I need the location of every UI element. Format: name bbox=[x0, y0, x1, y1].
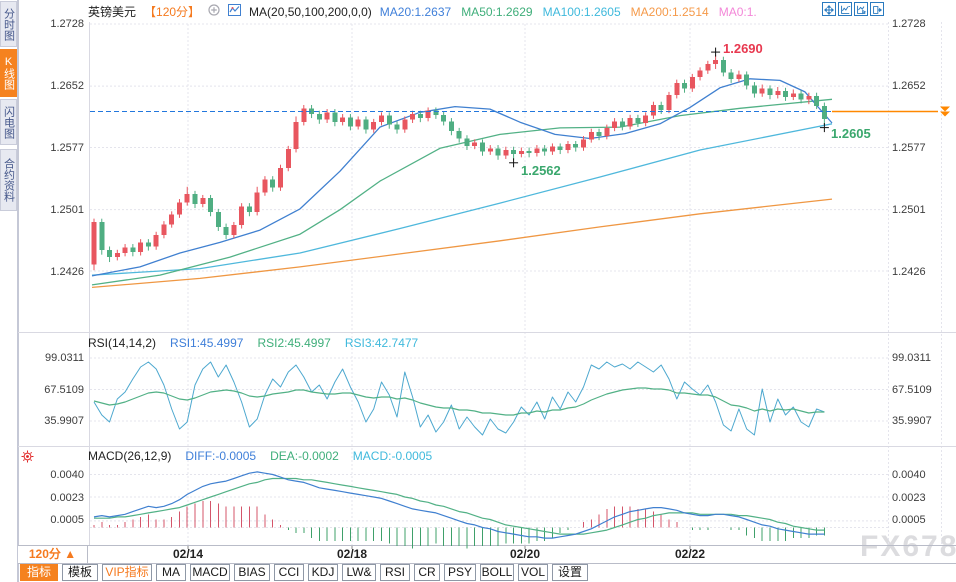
toolbar-item-[interactable]: 模板 bbox=[62, 564, 98, 581]
price-tick-right: 1.2728 bbox=[892, 18, 926, 30]
ma-indicator-icon[interactable] bbox=[228, 4, 242, 19]
chart-header: 英镑美元 【120分】 MA(20,50,100,200,0,0) MA20:1… bbox=[88, 3, 775, 20]
price-tick-left: 1.2652 bbox=[50, 80, 84, 92]
toolbar-item-macd[interactable]: MACD bbox=[190, 564, 230, 581]
macd-tick-right: 0.0040 bbox=[892, 469, 926, 481]
toolbar-item-cci[interactable]: CCI bbox=[274, 564, 304, 581]
rsi-header-item: RSI3:42.7477 bbox=[344, 336, 419, 350]
rsi-tick-right: 99.0311 bbox=[892, 352, 931, 364]
toolbar-item-psy[interactable]: PSY bbox=[444, 564, 476, 581]
axis-pan-icon[interactable] bbox=[854, 2, 868, 16]
date-tick-label: 02/22 bbox=[674, 547, 706, 561]
rsi-tick-left: 67.5109 bbox=[44, 384, 84, 396]
date-tick-label: 02/14 bbox=[172, 547, 204, 561]
ma-value-label: MA20:1.2637 bbox=[379, 4, 452, 19]
macd-tick-left: 0.0040 bbox=[50, 469, 84, 481]
macd-header-item: MACD:-0.0005 bbox=[352, 449, 433, 463]
macd-header-item: DEA:-0.0002 bbox=[270, 449, 339, 463]
indicator-toolbar: 指标 模板 VIP指标 MA MACD BIAS CCI KDJ LW& RSI CR PSY BOLL… bbox=[20, 564, 588, 581]
macd-tick-left: 0.0023 bbox=[50, 492, 84, 504]
price-tick-right: 1.2652 bbox=[892, 80, 926, 92]
ma-value-label: MA0:1. bbox=[718, 4, 757, 19]
toolbar-item-vol[interactable]: VOL bbox=[518, 564, 548, 581]
fx678-watermark: FX678 bbox=[860, 530, 956, 563]
ma-values-readout: MA20:1.2637 MA50:1.2629 MA100:1.2605 MA200:… bbox=[380, 5, 767, 19]
toolbar-item-lw[interactable]: LW& bbox=[342, 564, 376, 581]
toolbar-item-ma[interactable]: MA bbox=[156, 564, 186, 581]
macd-indicator-header: MACD(26,12,9) DIFF:-0.0005 DEA:-0.0002 MACD… bbox=[88, 449, 446, 463]
price-tick-right: 1.2577 bbox=[892, 142, 926, 154]
add-indicator-icon[interactable] bbox=[208, 4, 220, 19]
price-tick-left: 1.2577 bbox=[50, 142, 84, 154]
price-tick-left: 1.2501 bbox=[50, 204, 84, 216]
date-tick-label: 02/18 bbox=[336, 547, 368, 561]
sidebar-tab-4[interactable]: 合约资料 bbox=[0, 149, 17, 211]
price-tick-left: 1.2728 bbox=[50, 18, 84, 30]
toolbar-item-[interactable]: 指标 bbox=[20, 564, 58, 581]
marked-high-label: 1.2690 bbox=[723, 41, 763, 56]
indicator-target-icon[interactable] bbox=[21, 450, 34, 468]
axis-zoom-icon[interactable] bbox=[838, 2, 852, 16]
chart-type-sidebar: 分时图 K线图闪电图合约资料 bbox=[0, 0, 18, 582]
rsi-tick-right: 35.9907 bbox=[892, 415, 932, 427]
rsi-tick-left: 99.0311 bbox=[45, 352, 84, 364]
toolbar-item-vip[interactable]: VIP指标 bbox=[102, 564, 152, 581]
price-tick-right: 1.2426 bbox=[892, 266, 926, 278]
macd-header-item: DIFF:-0.0005 bbox=[185, 449, 257, 463]
toolbar-item-cr[interactable]: CR bbox=[414, 564, 440, 581]
rsi-tick-right: 67.5109 bbox=[892, 384, 932, 396]
macd-tick-right: 0.0005 bbox=[892, 514, 926, 526]
sidebar-tab-3[interactable]: 闪电图 bbox=[0, 99, 17, 145]
timeframe-selector[interactable]: 120分 ▲ bbox=[18, 546, 88, 563]
ma-value-label: MA50:1.2629 bbox=[461, 4, 533, 19]
rsi-tick-left: 35.9907 bbox=[44, 415, 84, 427]
macd-tick-right: 0.0023 bbox=[892, 492, 926, 504]
toolbar-item-bias[interactable]: BIAS bbox=[234, 564, 270, 581]
macd-header-item: MACD(26,12,9) bbox=[88, 449, 172, 463]
rsi-header-item: RSI2:45.4997 bbox=[257, 336, 331, 350]
ma-params-label: MA(20,50,100,200,0,0) bbox=[249, 4, 372, 19]
marked-low-label: 1.2562 bbox=[521, 163, 561, 178]
ma-value-label: MA100:1.2605 bbox=[542, 4, 621, 19]
toolbar-item-rsi[interactable]: RSI bbox=[380, 564, 410, 581]
price-tick-left: 1.2426 bbox=[50, 266, 84, 278]
macd-tick-left: 0.0005 bbox=[50, 514, 84, 526]
detach-icon[interactable] bbox=[870, 2, 884, 16]
rsi-header-item: RSI(14,14,2) bbox=[88, 336, 157, 350]
rsi-indicator-header: RSI(14,14,2) RSI1:45.4997 RSI2:45.4997 RSI3… bbox=[88, 336, 432, 350]
date-tick-label: 02/20 bbox=[509, 547, 541, 561]
period-label[interactable]: 【120分】 bbox=[144, 5, 201, 19]
price-tick-right: 1.2501 bbox=[892, 204, 926, 216]
rsi-header-item: RSI1:45.4997 bbox=[170, 336, 244, 350]
toolbar-item-[interactable]: 设置 bbox=[552, 564, 588, 581]
last-low-label: 1.2605 bbox=[831, 126, 871, 141]
move-icon[interactable] bbox=[822, 2, 836, 16]
symbol-name: 英镑美元 bbox=[88, 5, 137, 19]
toolbar-item-kdj[interactable]: KDJ bbox=[308, 564, 338, 581]
sidebar-tab-2[interactable]: K线图 bbox=[0, 49, 17, 97]
chart-window-controls bbox=[822, 2, 884, 16]
sidebar-tab-1[interactable]: 分时图 bbox=[0, 1, 17, 47]
toolbar-item-boll[interactable]: BOLL bbox=[480, 564, 514, 581]
ma-value-label: MA200:1.2514 bbox=[630, 4, 709, 19]
